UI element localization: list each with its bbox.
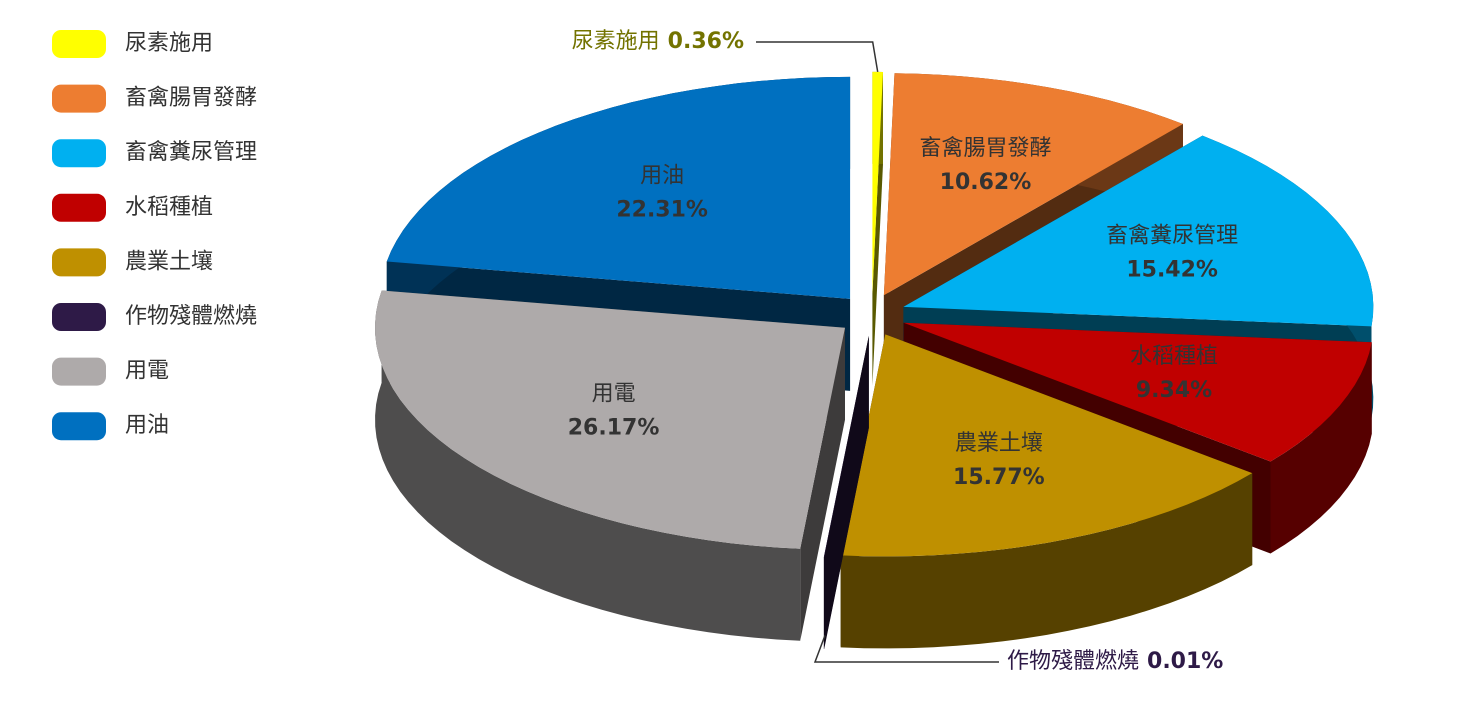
legend-label: 畜禽腸胃發酵 xyxy=(125,86,257,111)
legend-label: 尿素施用 xyxy=(125,31,213,56)
legend-label: 用油 xyxy=(125,413,169,438)
slice-wall xyxy=(840,473,1253,649)
slice-top xyxy=(840,334,1253,557)
slice-top xyxy=(386,76,851,299)
data-label: 農業土壤 15.77% xyxy=(953,431,1045,490)
label-value: 9.34% xyxy=(1136,378,1212,403)
slice-wall xyxy=(375,290,801,641)
pie-slice xyxy=(840,334,1253,649)
pie-slice xyxy=(872,71,883,386)
legend-swatch xyxy=(52,30,106,58)
data-label: 作物殘體燃燒 0.01% xyxy=(813,635,1223,674)
label-value: 0.36% xyxy=(668,29,744,54)
label-value: 26.17% xyxy=(568,415,660,440)
pie-slice xyxy=(823,336,869,649)
slice-wall xyxy=(1270,342,1372,554)
legend-swatch xyxy=(52,84,106,113)
leader-line xyxy=(813,635,999,663)
label-name: 畜禽糞尿管理 xyxy=(1106,224,1238,249)
legend-swatch xyxy=(52,193,106,222)
label-name: 用電 xyxy=(592,381,636,406)
legend-swatch xyxy=(52,357,106,386)
label-name: 作物殘體燃燒 xyxy=(1007,649,1139,674)
legend-swatch xyxy=(52,248,106,277)
slice-top xyxy=(903,322,1372,462)
data-label: 水稻種植 9.34% xyxy=(1130,344,1218,403)
slice-top xyxy=(903,135,1374,327)
legend-label: 作物殘體燃燒 xyxy=(125,304,257,329)
legend-label: 水稻種植 xyxy=(125,195,213,220)
legend-swatch xyxy=(52,139,106,168)
label-text: 作物殘體燃燒 0.01% xyxy=(1007,649,1223,674)
label-value: 10.62% xyxy=(940,170,1032,195)
label-value: 22.31% xyxy=(616,198,708,223)
label-name: 用油 xyxy=(640,164,684,189)
legend-label: 用電 xyxy=(125,359,169,384)
label-value: 15.42% xyxy=(1126,258,1218,283)
label-text: 尿素施用 0.36% xyxy=(572,29,744,54)
label-value: 15.77% xyxy=(953,465,1045,490)
legend-label: 畜禽糞尿管理 xyxy=(125,140,257,165)
slice-top xyxy=(375,290,845,549)
data-label: 尿素施用 0.36% xyxy=(572,29,879,73)
legend-swatch xyxy=(52,303,106,331)
data-label: 畜禽糞尿管理 15.42% xyxy=(1106,224,1238,283)
slice-top xyxy=(823,336,869,557)
slice-side xyxy=(800,327,845,641)
data-label: 用電 26.17% xyxy=(568,381,660,440)
legend-label: 農業土壤 xyxy=(125,249,213,274)
data-label: 畜禽腸胃發酵 10.62% xyxy=(919,136,1051,195)
data-label: 用油 22.31% xyxy=(616,164,708,223)
slice-top xyxy=(872,71,883,294)
label-name: 尿素施用 xyxy=(572,29,660,54)
label-name: 畜禽腸胃發酵 xyxy=(919,136,1051,161)
slice-side xyxy=(824,336,869,649)
slice-top xyxy=(883,73,1183,296)
label-name: 水稻種植 xyxy=(1130,344,1218,369)
label-value: 0.01% xyxy=(1147,649,1223,674)
leader-line xyxy=(756,41,879,73)
legend-swatch xyxy=(52,412,106,441)
pie-slice xyxy=(375,290,845,641)
label-name: 農業土壤 xyxy=(955,431,1043,456)
